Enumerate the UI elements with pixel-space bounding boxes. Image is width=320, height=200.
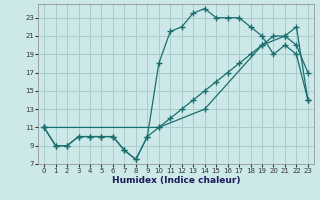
X-axis label: Humidex (Indice chaleur): Humidex (Indice chaleur) xyxy=(112,176,240,185)
